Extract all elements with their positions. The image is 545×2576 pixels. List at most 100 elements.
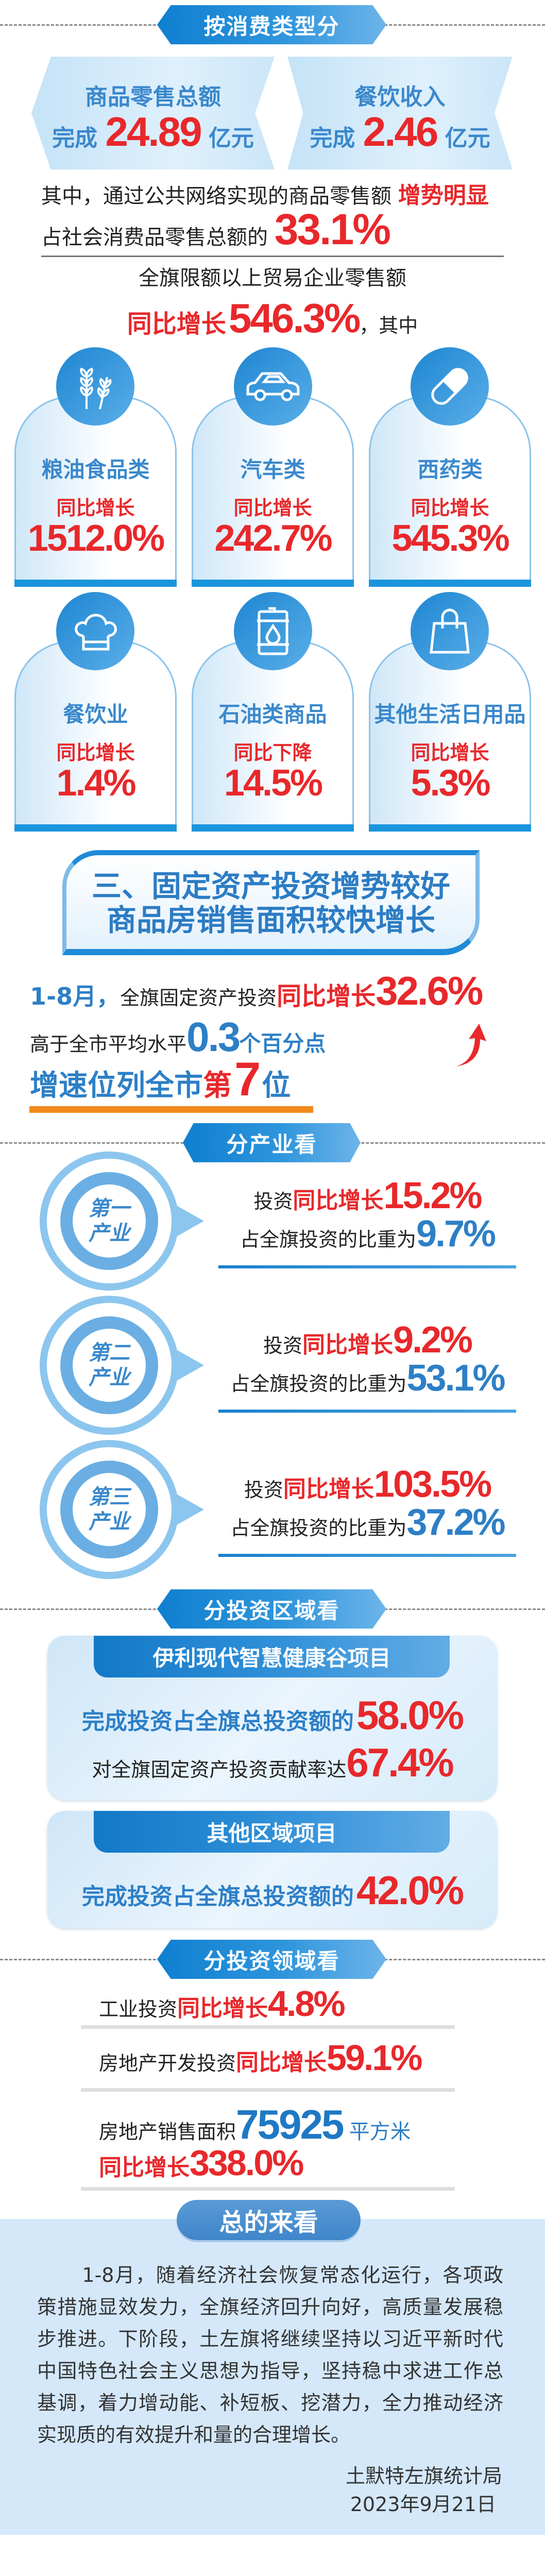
divider: [81, 2025, 455, 2029]
industry-name: 第三: [89, 1485, 130, 1509]
growth-value: 9.2%: [393, 1319, 473, 1361]
summary-paragraph: 1-8月，随着经济社会恢复常态化运行，各项政策措施显效发力，全旗经济回升向好，高…: [37, 2264, 503, 2446]
wheat-icon: [56, 347, 134, 426]
yoy-label: 同比增长: [302, 1332, 393, 1358]
industry-share: 占全旗投资的比重为9.7%: [218, 1213, 516, 1260]
investment-line-3: 增速位列全市第 7 位: [30, 1054, 291, 1118]
yoy-value: 4.8%: [268, 1984, 346, 2024]
text: 投资: [263, 1334, 302, 1357]
rank-value: 7: [234, 1053, 261, 1106]
category-card: 餐饮业 同比增长 1.4%: [14, 641, 177, 832]
card-catering-income: 餐饮收入 完成 2.46 亿元: [287, 57, 513, 170]
growth-value: 15.2%: [383, 1175, 482, 1216]
car-icon: [234, 347, 312, 426]
section-banner-region: 分投资区域看: [157, 1589, 386, 1629]
section-banner-field: 分投资领域看: [157, 1940, 386, 1979]
project-line-1: 完成投资占全旗总投资额的 58.0%: [47, 1692, 497, 1749]
divider: [81, 2088, 455, 2092]
category-value: 1.4%: [56, 762, 136, 804]
share-value: 9.7%: [416, 1213, 496, 1255]
category-card: 汽车类 同比增长 242.7%: [192, 396, 354, 587]
industry-name: 第二: [89, 1341, 130, 1365]
industry-badge: 第三 产业: [40, 1440, 179, 1579]
divider: [81, 2187, 455, 2191]
yoy-label: 同比增长: [277, 982, 376, 1011]
card-title: 餐饮收入: [354, 84, 446, 110]
trade-line-2: 同比增长 546.3%，其中: [0, 296, 545, 352]
card-bottom-bar: [14, 824, 177, 832]
investment-line-1: 1-8月，全旗固定资产投资同比增长32.6%: [30, 968, 483, 1024]
industry-badge: 第一 产业: [40, 1151, 179, 1291]
category-card: 粮油食品类 同比增长 1512.0%: [14, 396, 177, 587]
card-goods-retail: 商品零售总额 完成 24.89 亿元: [31, 57, 275, 170]
section-banner-consumption: 按消费类型分: [157, 5, 386, 44]
industry-share: 占全旗投资的比重为53.1%: [218, 1358, 516, 1404]
project-line-2: 对全旗固定资产投资贡献率达67.4%: [47, 1741, 497, 1795]
text: 占全旗投资的比重为: [230, 1372, 407, 1395]
suffix: ，其中: [359, 314, 418, 337]
yoy-label: 同比增长: [293, 1188, 384, 1214]
yoy-label: 同比增长: [99, 2155, 190, 2181]
project-card-yili: 伊利现代智慧健康谷项目 完成投资占全旗总投资额的 58.0% 对全旗固定资产投资…: [47, 1636, 497, 1800]
realestate-sales-area: 房地产销售面积75925 平方米: [99, 2102, 411, 2155]
text: 占社会消费品零售总额的: [41, 226, 268, 249]
yoy-label: 同比增长: [283, 1476, 374, 1502]
value: 67.4%: [346, 1740, 454, 1785]
chef-hat-icon: [56, 592, 134, 670]
category-trend: 同比增长: [233, 497, 312, 519]
category-label: 西药类: [417, 457, 483, 482]
period: 1-8月，: [30, 982, 121, 1010]
category-trend: 同比增长: [411, 497, 489, 519]
category-label: 其他生活日用品: [374, 702, 526, 727]
sales-value: 75925: [236, 2102, 344, 2147]
industry-growth: 投资同比增长15.2%: [218, 1175, 516, 1222]
category-label: 汽车类: [240, 457, 305, 482]
pill-icon: [411, 347, 489, 426]
project-title: 其他区域项目: [94, 1811, 450, 1853]
industry-name: 产业: [89, 1510, 130, 1534]
orange-underline: [29, 1106, 313, 1113]
project-card-other: 其他区域项目 完成投资占全旗总投资额的 42.0%: [47, 1811, 497, 1928]
online-share-value: 33.1%: [274, 205, 391, 253]
divider: [218, 1554, 516, 1557]
yoy-value: 546.3%: [228, 295, 361, 341]
text: 对全旗固定资产投资贡献率达: [92, 1758, 347, 1781]
category-label: 石油类商品: [218, 702, 327, 727]
text: 投资: [244, 1479, 283, 1501]
category-trend: 同比增长: [56, 741, 135, 764]
share-value: 37.2%: [406, 1502, 505, 1543]
growth-value: 103.5%: [373, 1464, 492, 1505]
text: 全旗固定资产投资: [120, 987, 277, 1009]
card-prefix: 完成: [310, 125, 355, 151]
investment-line-2: 高于全市平均水平0.3个百分点: [30, 1015, 326, 1071]
divider: [41, 256, 504, 257]
card-bottom-bar: [192, 580, 354, 587]
text: 完成投资占全旗总投资额的: [81, 1708, 354, 1735]
yoy-label: 同比增长: [177, 1995, 268, 2022]
industry-name: 第一: [89, 1197, 130, 1221]
yoy-value: 32.6%: [376, 968, 483, 1013]
category-card: 西药类 同比增长 545.3%: [369, 396, 531, 587]
card-prefix: 完成: [52, 125, 98, 151]
category-trend: 同比增长: [56, 497, 135, 519]
section-title-2: 商品房销售面积较快增长: [106, 903, 435, 938]
divider: [218, 1265, 516, 1268]
category-value: 242.7%: [214, 518, 332, 559]
category-value: 1512.0%: [27, 518, 165, 559]
online-line-2: 占社会消费品零售总额的 33.1%: [41, 205, 391, 261]
unit: 个百分点: [239, 1031, 326, 1056]
text: 增速位列全市: [30, 1069, 203, 1103]
highlight: 增势明显: [398, 182, 489, 209]
category-value: 14.5%: [224, 762, 323, 804]
category-value: 545.3%: [391, 518, 509, 559]
yoy-value: 59.1%: [327, 2038, 422, 2078]
category-card: 其他生活日用品 同比增长 5.3%: [369, 641, 531, 832]
industry-badge: 第二 产业: [40, 1296, 179, 1435]
text: 占全旗投资的比重为: [230, 1517, 407, 1539]
card-title: 商品零售总额: [85, 84, 221, 110]
text: 投资: [253, 1190, 293, 1213]
industry-growth: 投资同比增长9.2%: [218, 1319, 516, 1366]
unit: 平方米: [349, 2120, 411, 2144]
value: 58.0%: [356, 1692, 464, 1738]
yoy-value: 338.0%: [190, 2143, 304, 2183]
